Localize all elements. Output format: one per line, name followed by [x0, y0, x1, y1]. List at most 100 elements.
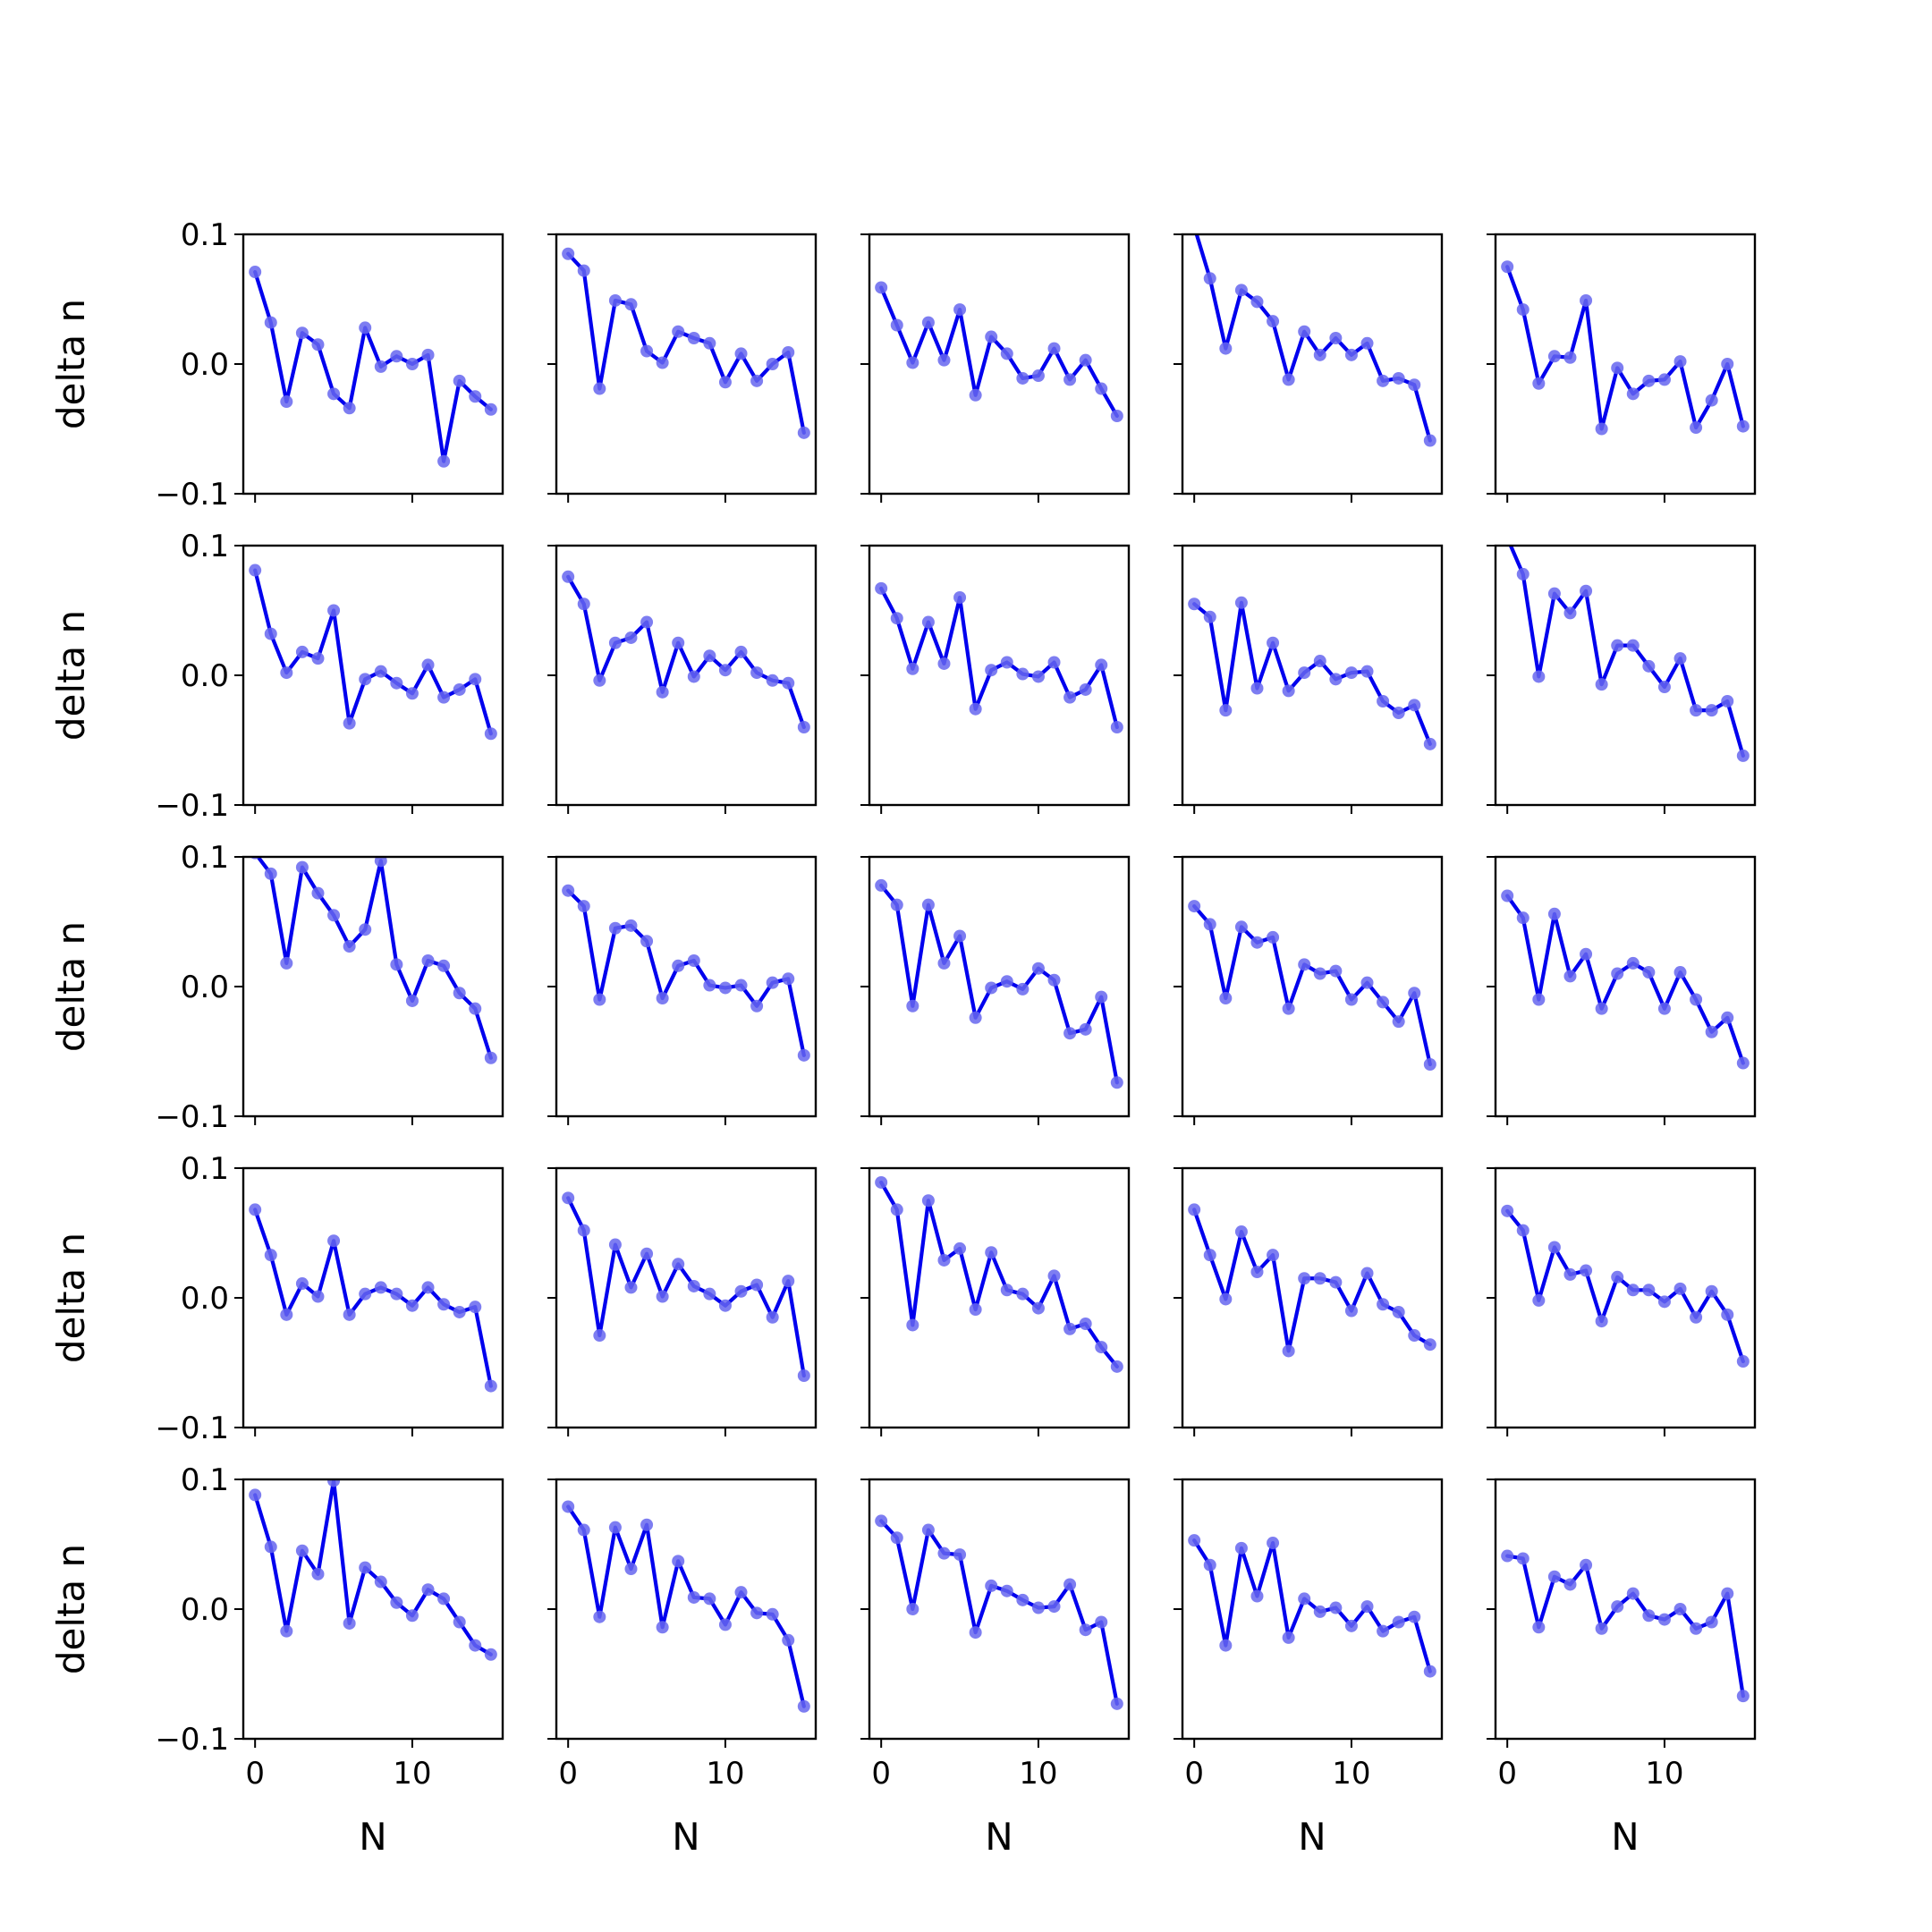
y-tick-label: −0.1 — [155, 477, 229, 513]
data-point — [640, 935, 654, 948]
data-point — [1423, 1665, 1436, 1678]
axes-frame — [868, 544, 1131, 807]
data-point — [1329, 673, 1343, 686]
x-tick-label: 0 — [558, 1756, 578, 1792]
data-point — [1298, 1592, 1311, 1606]
data-point — [295, 1277, 309, 1291]
data-point — [264, 1540, 277, 1554]
data-point — [937, 1546, 951, 1560]
data-point — [718, 664, 732, 677]
panel-5-5: 0 10N — [1487, 1478, 1757, 1859]
data-point — [437, 1592, 451, 1606]
data-point — [327, 1234, 341, 1248]
data-point — [1547, 587, 1561, 600]
panel-1-3 — [860, 233, 1131, 503]
data-point — [969, 1626, 982, 1640]
x-tick-label: 10 — [1332, 1756, 1370, 1792]
data-point — [1016, 667, 1030, 681]
data-point — [969, 702, 982, 716]
data-point — [875, 581, 888, 595]
data-point — [405, 994, 419, 1007]
data-point — [484, 1051, 497, 1064]
data-point — [1501, 1204, 1514, 1217]
data-point — [280, 1308, 293, 1321]
data-layer — [1501, 889, 1750, 1070]
y-tick-label: 0.1 — [181, 217, 229, 253]
data-point — [1000, 347, 1013, 360]
data-point — [906, 999, 919, 1013]
data-point — [249, 1488, 262, 1502]
data-point — [672, 325, 685, 338]
data-point — [421, 954, 435, 967]
series-line — [879, 1519, 1119, 1706]
data-point — [453, 987, 466, 1000]
panel-1-4 — [1174, 233, 1444, 503]
data-point — [624, 919, 638, 932]
data-point — [1377, 695, 1390, 708]
y-tick-label: 0.0 — [181, 1592, 229, 1628]
y-axis-label: delta n — [49, 1544, 93, 1674]
data-point — [484, 402, 497, 416]
data-point — [469, 1301, 482, 1314]
panel-2-4 — [1174, 544, 1444, 814]
data-point — [1329, 1275, 1343, 1289]
data-point — [1219, 992, 1233, 1005]
y-tick-label: 0.0 — [181, 970, 229, 1005]
data-point — [1095, 382, 1108, 395]
data-point — [421, 348, 435, 361]
y-tick-label: 0.0 — [181, 1281, 229, 1317]
panel-4-5 — [1487, 1166, 1757, 1436]
data-point — [1267, 636, 1280, 649]
data-point — [405, 687, 419, 700]
data-point — [1016, 982, 1030, 996]
data-point — [734, 1586, 748, 1599]
panel-3-5 — [1487, 855, 1757, 1125]
data-point — [1690, 704, 1703, 717]
data-point — [1267, 315, 1280, 328]
data-point — [390, 350, 403, 363]
data-point — [1016, 1287, 1030, 1301]
data-point — [1580, 293, 1593, 307]
data-point — [969, 388, 982, 402]
data-point — [766, 358, 779, 370]
data-point — [1203, 918, 1216, 931]
x-tick-label: 10 — [706, 1756, 744, 1792]
data-point — [937, 1253, 951, 1267]
data-point — [1705, 704, 1718, 717]
data-point — [1344, 1619, 1358, 1632]
data-point — [1501, 531, 1513, 544]
series-line — [253, 1208, 493, 1388]
panel-1-1: −0.1 0.0 0.1 delta n — [49, 217, 504, 513]
data-point — [1250, 1266, 1264, 1278]
data-point — [1516, 1552, 1530, 1565]
data-point — [1408, 378, 1421, 392]
data-point — [437, 959, 451, 972]
data-point — [1079, 1623, 1092, 1637]
axes-frame — [1181, 233, 1444, 496]
data-point — [1047, 656, 1061, 669]
data-point — [295, 326, 309, 340]
data-point — [374, 1575, 387, 1589]
y-tick-label: −0.1 — [155, 1722, 229, 1758]
data-point — [1360, 665, 1374, 678]
data-point — [1095, 658, 1108, 672]
data-point — [1267, 1249, 1280, 1262]
data-point — [1313, 1605, 1326, 1618]
panel-3-3 — [860, 855, 1131, 1125]
data-point — [1031, 670, 1045, 683]
axes-frame — [555, 544, 818, 807]
data-point — [1063, 1027, 1077, 1040]
data-point — [766, 674, 779, 687]
panel-2-5 — [1487, 531, 1757, 814]
data-point — [782, 1633, 795, 1647]
data-point — [750, 374, 764, 387]
data-point — [1626, 1587, 1640, 1600]
data-point — [1392, 1015, 1405, 1029]
data-layer — [1188, 1203, 1436, 1358]
data-point — [1063, 1578, 1077, 1591]
data-point — [327, 909, 341, 922]
x-axis-label: N — [985, 1815, 1013, 1859]
data-layer — [1188, 596, 1436, 750]
y-axis-label: delta n — [49, 1233, 93, 1363]
data-point — [1234, 920, 1248, 934]
